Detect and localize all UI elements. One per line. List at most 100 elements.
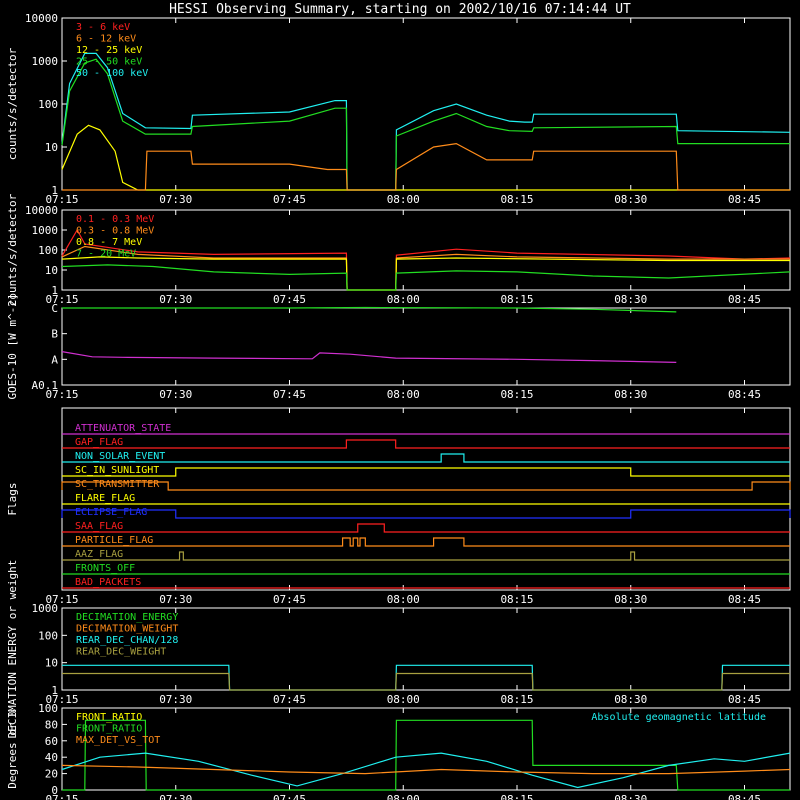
x-tick-label: 07:45 xyxy=(273,793,306,800)
plot-frame xyxy=(61,209,791,291)
flag-label: NON_SOLAR_EVENT xyxy=(75,451,165,462)
y-axis-label: counts/s/detector xyxy=(6,47,19,160)
y-tick-label: A xyxy=(51,353,58,366)
y-tick-label: 1 xyxy=(51,184,58,197)
x-tick-label: 07:45 xyxy=(273,593,306,606)
flag-label: SC_IN_SUNLIGHT xyxy=(75,465,159,476)
series-line xyxy=(62,306,677,313)
x-tick-label: 08:30 xyxy=(614,593,647,606)
y-tick-label: 0 xyxy=(51,784,58,797)
flag-line xyxy=(62,537,790,547)
legend-entry: 3 - 6 keV xyxy=(76,22,130,33)
x-tick-label: 07:15 xyxy=(45,193,78,206)
x-tick-label: 08:15 xyxy=(500,193,533,206)
x-tick-label: 07:30 xyxy=(159,193,192,206)
x-tick-label: 08:15 xyxy=(500,388,533,401)
x-tick-label: 08:15 xyxy=(500,593,533,606)
x-tick-label: 07:30 xyxy=(159,388,192,401)
y-axis-label: Degrees or % xyxy=(6,709,19,789)
flag-label: ECLIPSE_FLAG xyxy=(75,507,147,518)
plot-frame xyxy=(61,707,791,791)
series-line xyxy=(61,351,677,363)
x-tick-label: 08:00 xyxy=(387,293,420,306)
x-tick-label: 07:15 xyxy=(45,693,78,706)
legend-entry: 50 - 100 keV xyxy=(76,68,148,79)
legend-entry: 12 - 25 keV xyxy=(76,45,142,56)
flag-label: PARTICLE_FLAG xyxy=(75,535,153,546)
legend-entry: 0.1 - 0.3 MeV xyxy=(76,214,154,225)
panel-flags: 07:15 07:30 07:45 08:00 08:15 08:30 08:45 Flags… xyxy=(6,407,791,606)
plot-frame xyxy=(61,607,791,691)
y-tick-label: 60 xyxy=(45,735,58,748)
panel-goes: 07:15 07:30 07:45 08:00 08:15 08:30 08:45 A0.1 A… xyxy=(6,294,791,401)
flag-label: FLARE_FLAG xyxy=(75,493,135,504)
x-tick-label: 08:30 xyxy=(614,193,647,206)
x-tick-label: 08:00 xyxy=(387,593,420,606)
x-tick-label: 07:15 xyxy=(45,593,78,606)
series-line xyxy=(62,719,790,791)
y-tick-label: 1 xyxy=(51,684,58,697)
y-axis-label: GOES-10 [W m^-2] xyxy=(6,294,19,400)
legend-entry: 7 - 20 MeV xyxy=(76,249,136,260)
y-tick-label: 10 xyxy=(45,657,58,670)
x-tick-label: 08:00 xyxy=(387,193,420,206)
y-tick-label: C xyxy=(51,302,58,315)
legend-entry: FRONT_RATIO xyxy=(76,712,142,723)
series-line xyxy=(61,52,791,191)
legend-entry: FRONT_RATIO xyxy=(76,724,142,735)
flag-line xyxy=(61,509,791,519)
flag-line xyxy=(62,453,790,463)
x-tick-label: 08:30 xyxy=(614,293,647,306)
x-tick-label: 08:15 xyxy=(500,793,533,800)
x-tick-label: 08:00 xyxy=(387,793,420,800)
figure-title: HESSI Observing Summary, starting on 200… xyxy=(169,2,631,17)
legend-entry: 25 - 50 keV xyxy=(76,57,142,68)
x-tick-label: 08:30 xyxy=(614,793,647,800)
x-tick-label: 07:15 xyxy=(45,388,78,401)
legend-entry: REAR_DEC_WEIGHT xyxy=(76,647,166,658)
x-tick-label: 07:45 xyxy=(273,293,306,306)
y-tick-label: 100 xyxy=(38,244,58,257)
series-line xyxy=(61,752,791,789)
panel-hxr-low: 07:15 07:30 07:45 08:00 08:15 08:30 08:45 1 10 10… xyxy=(6,12,791,206)
y-tick-label: 20 xyxy=(45,768,58,781)
flag-label: SAA_FLAG xyxy=(75,521,123,532)
x-tick-label: 08:45 xyxy=(728,793,761,800)
y-tick-label: A0.1 xyxy=(32,379,59,392)
x-tick-label: 07:45 xyxy=(273,388,306,401)
series-line xyxy=(62,664,790,691)
x-tick-label: 08:00 xyxy=(387,388,420,401)
legend-entry: MAX_DET_VS_TOT xyxy=(76,735,160,746)
plot-frame xyxy=(61,307,791,386)
series-line xyxy=(61,58,790,191)
flag-label: ATTENUATOR_STATE xyxy=(75,423,171,434)
x-tick-label: 07:30 xyxy=(159,593,192,606)
x-tick-label: 08:45 xyxy=(728,693,761,706)
legend-entry: 6 - 12 keV xyxy=(76,34,136,45)
y-tick-label: 100 xyxy=(38,702,58,715)
x-tick-label: 07:30 xyxy=(159,293,192,306)
x-tick-label: 08:45 xyxy=(728,193,761,206)
panels-group: 07:15 07:30 07:45 08:00 08:15 08:30 08:4511010… xyxy=(6,12,791,800)
y-tick-label: 10 xyxy=(45,141,58,154)
x-tick-label: 08:45 xyxy=(728,293,761,306)
y-tick-label: 10000 xyxy=(25,204,58,217)
y-tick-label: 1 xyxy=(51,284,58,297)
flag-label: AAZ_FLAG xyxy=(75,549,123,560)
y-tick-label: 100 xyxy=(38,98,58,111)
series-line xyxy=(61,264,791,291)
x-tick-label: 08:30 xyxy=(614,693,647,706)
flag-line xyxy=(62,523,790,533)
x-tick-label: 08:30 xyxy=(614,388,647,401)
series-line xyxy=(61,764,791,775)
y-axis-label: DECIMATION ENERGY or weight xyxy=(6,560,19,739)
y-tick-label: 10 xyxy=(45,264,58,277)
x-tick-label: 07:15 xyxy=(45,793,78,800)
flag-label: SC_TRANSMITTER xyxy=(75,479,160,490)
x-tick-label: 08:15 xyxy=(500,693,533,706)
legend-entry: 0.3 - 0.8 MeV xyxy=(76,226,154,237)
x-tick-label: 07:45 xyxy=(273,693,306,706)
flag-line xyxy=(61,481,791,491)
flag-line xyxy=(62,439,790,449)
